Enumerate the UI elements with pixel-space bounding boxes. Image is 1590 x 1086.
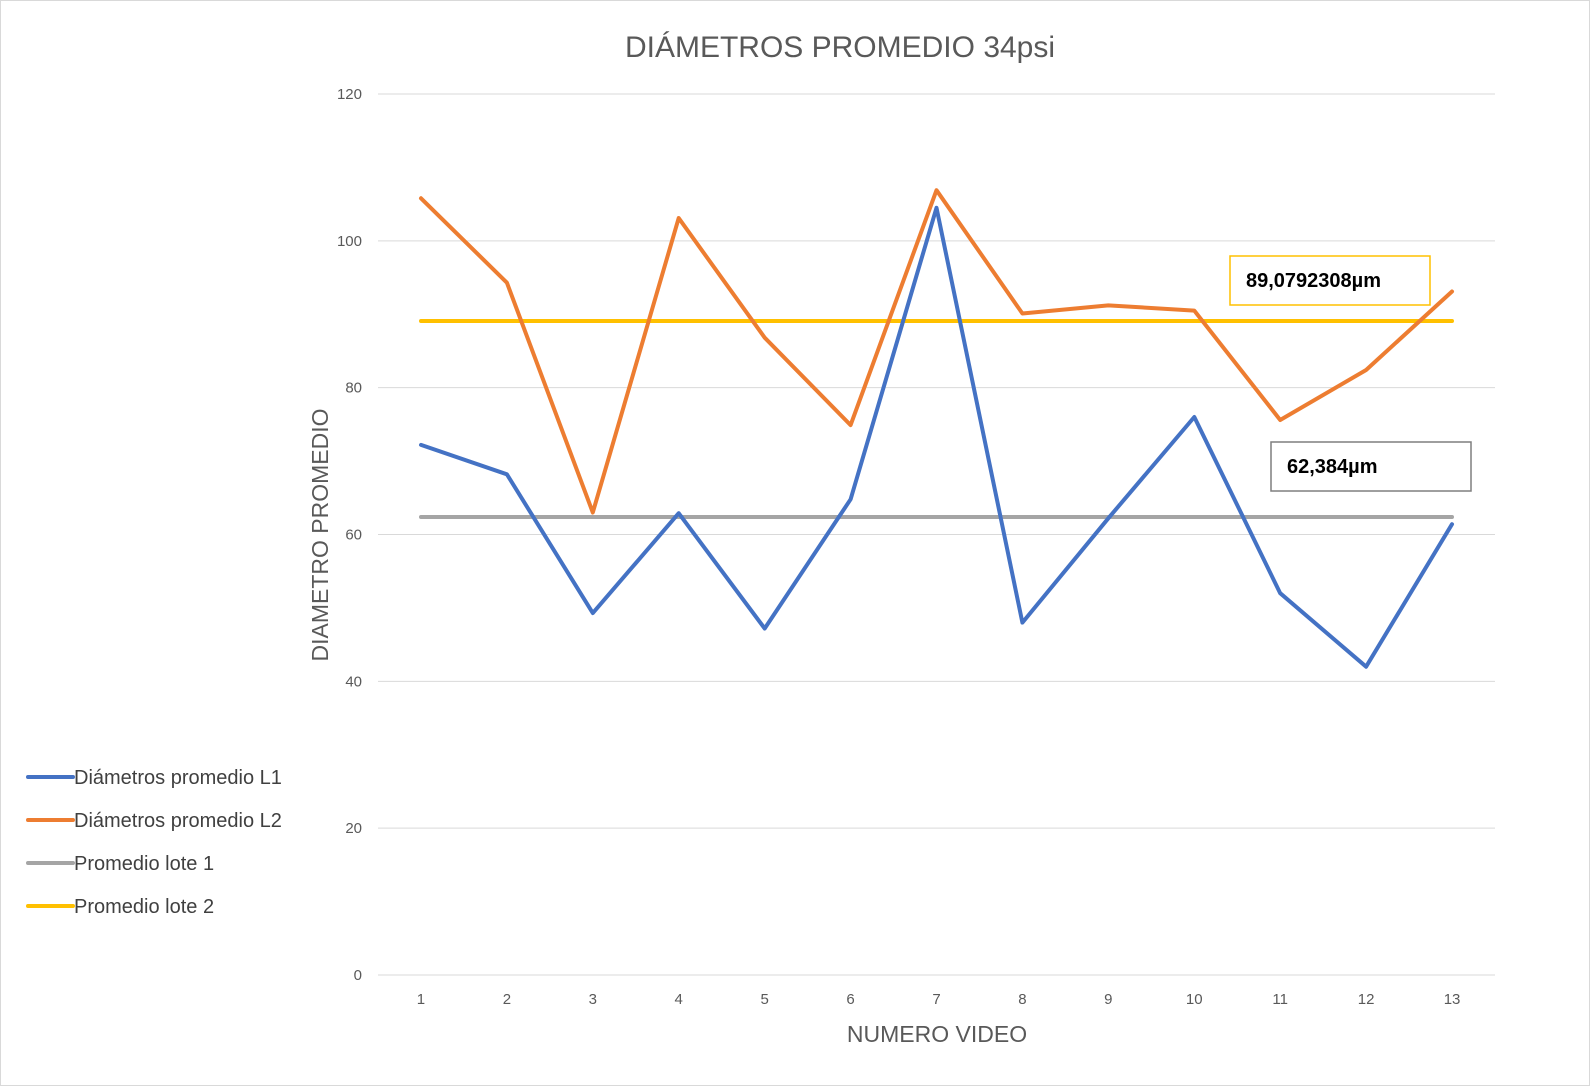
x-tick-label: 10 [1186, 991, 1203, 1008]
x-tick-label: 1 [417, 991, 425, 1008]
annotation-label: 89,0792308µm [1246, 270, 1381, 292]
x-tick-label: 6 [846, 991, 854, 1008]
y-tick-label: 40 [345, 673, 362, 690]
x-tick-label: 9 [1104, 991, 1112, 1008]
y-tick-label: 100 [337, 233, 362, 250]
legend-label: Diámetros promedio L1 [74, 767, 282, 789]
y-tick-label: 60 [345, 527, 362, 544]
y-tick-label: 20 [345, 820, 362, 837]
x-tick-label: 8 [1018, 991, 1026, 1008]
y-axis-ticks: 0 20 40 60 80 100 120 [337, 86, 362, 984]
annotation-box [1229, 255, 1431, 306]
chart-title: DIÁMETROS PROMEDIO 34psi [625, 31, 1055, 64]
x-tick-label: 12 [1358, 991, 1375, 1008]
series-layer [419, 188, 1454, 669]
y-tick-label: 0 [354, 967, 362, 984]
legend: Diámetros promedio L1 Diámetros promedio … [26, 767, 282, 918]
gridlines [378, 93, 1495, 976]
annotations: 89,0792308µm 62,384µm [1229, 255, 1472, 492]
x-tick-label: 11 [1272, 991, 1288, 1008]
y-tick-label: 80 [345, 380, 362, 397]
x-axis-title: NUMERO VIDEO [847, 1021, 1027, 1047]
y-tick-label: 120 [337, 86, 362, 103]
x-tick-label: 13 [1444, 991, 1461, 1008]
x-tick-label: 3 [589, 991, 597, 1008]
legend-label: Diámetros promedio L2 [74, 810, 282, 832]
y-axis-title: DIAMETRO PROMEDIO [307, 408, 333, 661]
annotation-label: 62,384µm [1287, 456, 1377, 478]
x-tick-label: 4 [675, 991, 683, 1008]
series-line-1 [419, 205, 1454, 669]
x-tick-label: 7 [932, 991, 940, 1008]
annotation-box [1270, 441, 1472, 492]
legend-label: Promedio lote 1 [74, 853, 214, 875]
x-tick-label: 2 [503, 991, 511, 1008]
x-axis-ticks: 1 2 3 4 5 6 7 8 9 10 11 12 13 [417, 991, 1461, 1008]
series-line-2 [419, 188, 1454, 515]
x-tick-label: 5 [760, 991, 768, 1008]
legend-label: Promedio lote 2 [74, 896, 214, 918]
